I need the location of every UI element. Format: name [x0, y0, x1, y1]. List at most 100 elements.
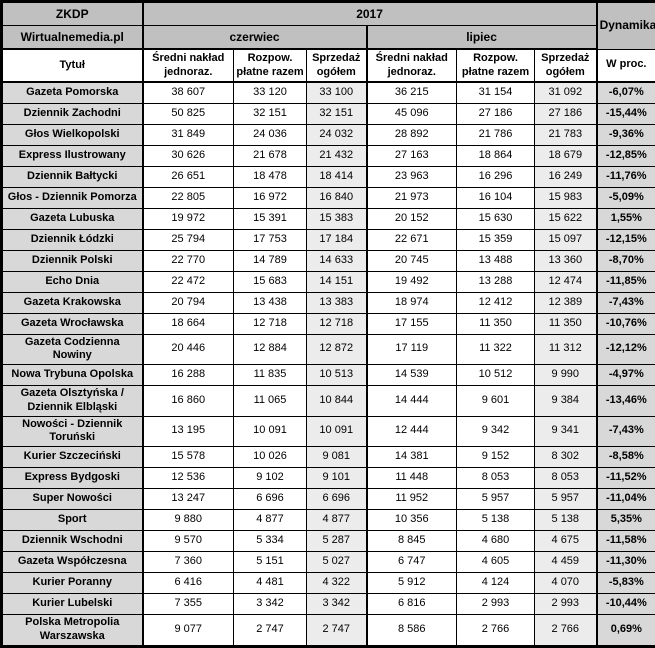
june-paid-distribution: 13 438 [234, 292, 307, 313]
dynamics-percent: 5,35% [597, 510, 655, 531]
june-avg-circulation: 15 578 [143, 447, 234, 468]
july-avg-circulation: 28 892 [367, 124, 457, 145]
row-title: Głos Wielkopolski [2, 124, 143, 145]
june-avg-circulation: 9 077 [143, 615, 234, 647]
june-avg-circulation: 30 626 [143, 145, 234, 166]
column-dynamics-percent: W proc. [597, 49, 655, 82]
june-total-sales: 2 747 [307, 615, 367, 647]
june-total-sales: 15 383 [307, 208, 367, 229]
june-total-sales: 33 100 [307, 82, 367, 103]
july-avg-circulation: 6 816 [367, 594, 457, 615]
dynamics-percent: -8,58% [597, 447, 655, 468]
july-total-sales: 5 957 [535, 489, 597, 510]
row-title: Gazeta Wrocławska [2, 313, 143, 334]
july-avg-circulation: 10 356 [367, 510, 457, 531]
row-title: Kurier Lubelski [2, 594, 143, 615]
header-row-columns: Tytuł Średni nakład jednoraz. Rozpow. pł… [2, 49, 655, 82]
column-july-paid-distribution: Rozpow. płatne razem [457, 49, 535, 82]
july-paid-distribution: 16 296 [457, 166, 535, 187]
july-total-sales: 5 138 [535, 510, 597, 531]
june-total-sales: 6 696 [307, 489, 367, 510]
july-paid-distribution: 9 342 [457, 416, 535, 447]
july-paid-distribution: 11 322 [457, 334, 535, 365]
july-paid-distribution: 31 154 [457, 82, 535, 103]
dynamics-percent: -10,44% [597, 594, 655, 615]
june-total-sales: 32 151 [307, 103, 367, 124]
dynamics-percent: -5,09% [597, 187, 655, 208]
july-total-sales: 15 622 [535, 208, 597, 229]
june-avg-circulation: 16 288 [143, 365, 234, 386]
june-total-sales: 10 844 [307, 386, 367, 417]
column-june-paid-distribution: Rozpow. płatne razem [234, 49, 307, 82]
june-total-sales: 4 877 [307, 510, 367, 531]
july-avg-circulation: 17 155 [367, 313, 457, 334]
july-paid-distribution: 2 993 [457, 594, 535, 615]
july-paid-distribution: 21 786 [457, 124, 535, 145]
june-avg-circulation: 25 794 [143, 229, 234, 250]
month-july-label: lipiec [367, 26, 597, 50]
month-june-label: czerwiec [143, 26, 367, 50]
july-total-sales: 21 783 [535, 124, 597, 145]
july-paid-distribution: 5 957 [457, 489, 535, 510]
june-paid-distribution: 5 151 [234, 552, 307, 573]
org-label: ZKDP [2, 2, 143, 26]
dynamics-percent: -7,43% [597, 416, 655, 447]
june-avg-circulation: 7 355 [143, 594, 234, 615]
june-paid-distribution: 4 877 [234, 510, 307, 531]
july-avg-circulation: 12 444 [367, 416, 457, 447]
june-total-sales: 16 840 [307, 187, 367, 208]
july-avg-circulation: 11 952 [367, 489, 457, 510]
row-title: Polska Metropolia Warszawska [2, 615, 143, 647]
july-total-sales: 2 766 [535, 615, 597, 647]
june-paid-distribution: 11 835 [234, 365, 307, 386]
june-avg-circulation: 19 972 [143, 208, 234, 229]
june-avg-circulation: 22 770 [143, 250, 234, 271]
year-label: 2017 [143, 2, 597, 26]
row-title: Dziennik Polski [2, 250, 143, 271]
june-avg-circulation: 31 849 [143, 124, 234, 145]
header-row-source-months: Wirtualnemedia.pl czerwiec lipiec [2, 26, 655, 50]
dynamics-percent: -12,15% [597, 229, 655, 250]
june-paid-distribution: 18 478 [234, 166, 307, 187]
header-row-org-year: ZKDP 2017 Dynamika [2, 2, 655, 26]
row-title: Nowości - Dziennik Toruński [2, 416, 143, 447]
july-avg-circulation: 14 381 [367, 447, 457, 468]
july-paid-distribution: 12 412 [457, 292, 535, 313]
june-paid-distribution: 10 026 [234, 447, 307, 468]
dynamics-percent: -15,44% [597, 103, 655, 124]
column-june-total-sales: Sprzedaż ogółem [307, 49, 367, 82]
dynamics-percent: -10,76% [597, 313, 655, 334]
july-total-sales: 9 341 [535, 416, 597, 447]
june-paid-distribution: 15 391 [234, 208, 307, 229]
june-total-sales: 12 718 [307, 313, 367, 334]
july-total-sales: 9 384 [535, 386, 597, 417]
june-total-sales: 10 513 [307, 365, 367, 386]
dynamics-percent: -4,97% [597, 365, 655, 386]
june-avg-circulation: 6 416 [143, 573, 234, 594]
dynamics-label: Dynamika [597, 2, 655, 50]
june-avg-circulation: 18 664 [143, 313, 234, 334]
july-total-sales: 15 983 [535, 187, 597, 208]
july-avg-circulation: 6 747 [367, 552, 457, 573]
july-total-sales: 13 360 [535, 250, 597, 271]
row-title: Express Ilustrowany [2, 145, 143, 166]
dynamics-percent: -11,04% [597, 489, 655, 510]
july-total-sales: 4 459 [535, 552, 597, 573]
row-title: Gazeta Lubuska [2, 208, 143, 229]
june-avg-circulation: 20 794 [143, 292, 234, 313]
july-avg-circulation: 18 974 [367, 292, 457, 313]
dynamics-percent: -11,76% [597, 166, 655, 187]
june-paid-distribution: 11 065 [234, 386, 307, 417]
